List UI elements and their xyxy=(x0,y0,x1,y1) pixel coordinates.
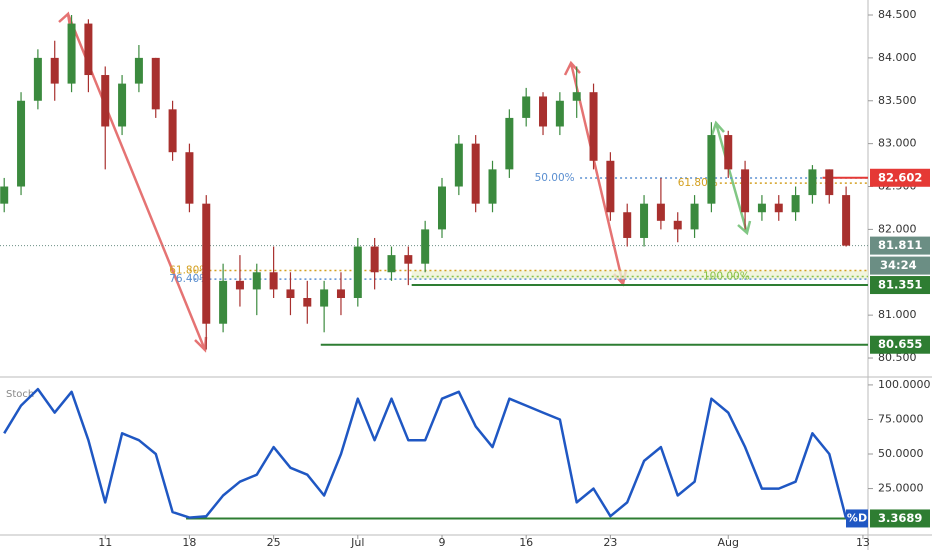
candle-body xyxy=(33,57,42,101)
x-tick-label: Aug xyxy=(718,536,739,549)
candle-body xyxy=(471,143,480,204)
series-name: %D xyxy=(847,511,867,524)
candle-body xyxy=(808,169,817,196)
y-tick-label: 75.0000 xyxy=(878,412,924,425)
y-tick-label: 83.000 xyxy=(878,137,917,150)
countdown-badge xyxy=(870,256,930,275)
y-tick-label: 82.000 xyxy=(878,222,917,235)
candle-body xyxy=(724,135,733,170)
candle-body xyxy=(656,203,665,221)
candle-body xyxy=(151,57,160,110)
candle-body xyxy=(101,75,110,127)
x-tick-label: 11 xyxy=(98,536,112,549)
candle-body xyxy=(387,255,396,273)
price-badge-label: 82.602 xyxy=(878,170,922,184)
candle-body xyxy=(336,289,345,298)
stoch-line xyxy=(3,387,848,519)
candle-body xyxy=(202,203,211,324)
arrow-head xyxy=(737,220,752,236)
price-badge xyxy=(870,276,930,295)
candle-body xyxy=(370,246,379,273)
y-tick-label: 83.500 xyxy=(878,94,917,107)
candle-body xyxy=(84,23,93,76)
x-tick-label: Jul xyxy=(350,536,364,549)
fib-label: 50.00% xyxy=(535,172,575,184)
fib-label: 61.80% xyxy=(169,265,209,277)
candle-body xyxy=(505,117,514,170)
price-badge-label: 81.351 xyxy=(878,278,922,292)
candle-body xyxy=(269,272,278,290)
candle-body xyxy=(572,92,581,101)
candle-body xyxy=(774,203,783,213)
y-tick-label: 100.0000 xyxy=(878,378,931,391)
candle-body xyxy=(67,23,76,84)
candle-body xyxy=(437,186,446,230)
x-tick-label: 16 xyxy=(519,536,533,549)
candle-body xyxy=(539,96,548,127)
candle-body xyxy=(286,289,295,298)
candle-body xyxy=(168,109,177,153)
candle-body xyxy=(757,203,766,213)
candle-body xyxy=(825,169,834,196)
fib-label: 76.40% xyxy=(169,273,209,285)
candle-body xyxy=(118,83,127,127)
y-tick-label: 25.0000 xyxy=(878,482,924,495)
x-tick-label: 13 xyxy=(856,536,870,549)
candle-body xyxy=(741,169,750,213)
candle-body xyxy=(606,160,615,213)
candle-body xyxy=(791,195,800,213)
candle-body xyxy=(421,229,430,264)
candle-body xyxy=(555,100,564,127)
candle-body xyxy=(690,203,699,230)
candle-body xyxy=(353,246,362,298)
series-badge xyxy=(846,509,868,528)
candle-body xyxy=(185,152,194,204)
y-tick-label: 84.500 xyxy=(878,8,917,21)
fib-label: 100.00% xyxy=(703,271,750,283)
y-tick-label: 81.000 xyxy=(878,308,917,321)
candle-body xyxy=(488,169,497,204)
candle-body xyxy=(0,186,9,204)
candle-body xyxy=(640,203,649,238)
candle-body xyxy=(219,280,228,324)
candle-body xyxy=(707,135,716,204)
countdown: 34:24 xyxy=(880,258,917,272)
price-badge xyxy=(870,168,930,187)
price-badge xyxy=(870,236,930,255)
y-tick-label: 84.000 xyxy=(878,51,917,64)
price-badge-label: 81.811 xyxy=(878,238,922,252)
arrow-head xyxy=(710,120,725,136)
x-tick-label: 9 xyxy=(438,536,445,549)
panel-title: Stoch xyxy=(6,389,34,400)
y-tick-label: 50.0000 xyxy=(878,447,924,460)
candle-body xyxy=(454,143,463,187)
candle-body xyxy=(303,297,312,307)
arrow-head xyxy=(58,11,72,27)
candle-body xyxy=(673,220,682,230)
candle-body xyxy=(623,212,632,238)
x-tick-label: 23 xyxy=(603,536,617,549)
y-tick-label: 80.500 xyxy=(878,351,917,364)
price-badge-label: 80.655 xyxy=(878,337,922,351)
candle-body xyxy=(134,57,143,84)
candle-body xyxy=(50,57,59,84)
candle-body xyxy=(589,92,598,161)
value-badge xyxy=(870,509,930,528)
fib-zone xyxy=(411,270,868,280)
candle-body xyxy=(320,289,329,307)
candle-body xyxy=(522,96,531,118)
x-tick-label: 18 xyxy=(182,536,196,549)
x-tick-label: 25 xyxy=(267,536,281,549)
price-badge xyxy=(870,335,930,354)
candle-body xyxy=(17,100,26,187)
candle-body xyxy=(252,272,261,290)
candle-body xyxy=(235,280,244,290)
candle-body xyxy=(842,195,851,246)
candle-body xyxy=(404,255,413,264)
value-badge-label: 3.3689 xyxy=(878,511,922,525)
